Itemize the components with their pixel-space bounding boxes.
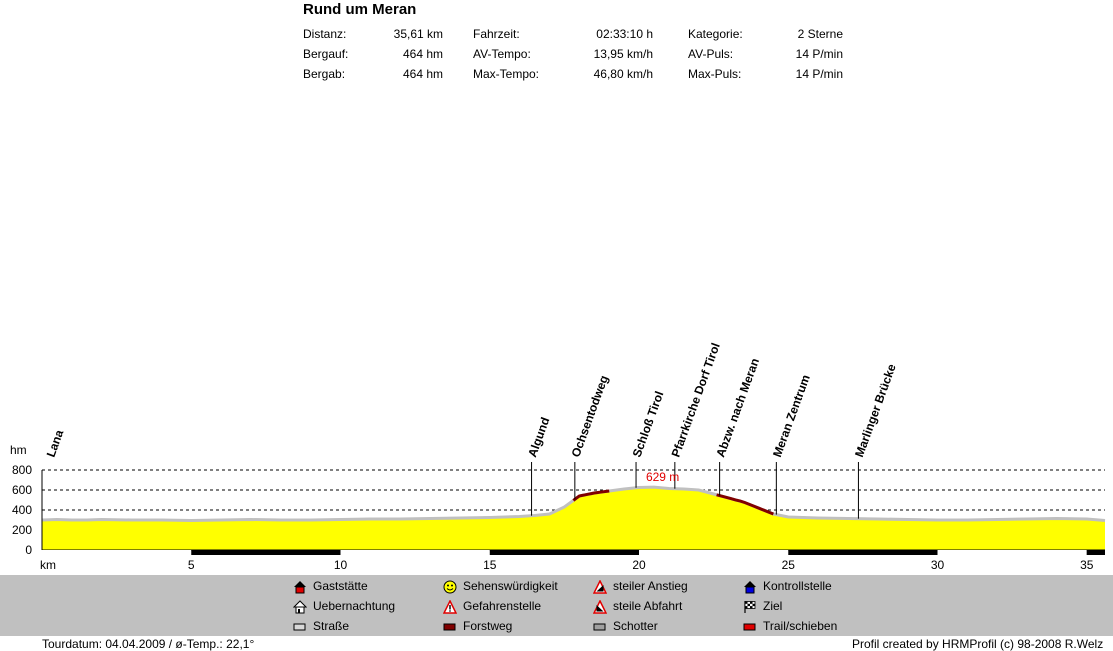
waypoint-label: Marlinger Brücke — [852, 362, 899, 459]
stat-value-ascent: 464 hm — [402, 47, 443, 61]
stat-value-descent: 464 hm — [402, 67, 443, 81]
x-tick-label: 5 — [188, 558, 195, 572]
y-tick-label: 600 — [12, 483, 32, 497]
scale-bar-segment — [639, 550, 789, 555]
waypoint-label: Schloß Tirol — [630, 389, 667, 459]
legend-label-finish: Ziel — [763, 599, 783, 613]
stat-label-avg-speed: AV-Tempo: — [473, 47, 531, 61]
y-tick-label: 200 — [12, 523, 32, 537]
y-tick-label: 400 — [12, 503, 32, 517]
legend-label-lodging: Uebernachtung — [313, 599, 396, 613]
legend-label-checkpoint: Kontrollstelle — [763, 579, 832, 593]
legend-label-forest-road: Forstweg — [463, 619, 513, 633]
elevation-profile-chart: Lana Algund Ochsentodweg Schloß Tirol Pfarrk… — [10, 341, 1106, 572]
restaurant-icon — [294, 581, 306, 594]
stat-label-descent: Bergab: — [303, 67, 346, 81]
elevation-area — [42, 487, 1105, 550]
waypoint-label: Algund — [525, 415, 552, 459]
x-tick-label: 35 — [1080, 558, 1094, 572]
danger-icon — [443, 600, 457, 614]
tour-date-temperature: Tourdatum: 04.04.2009 / ø-Temp.: 22,1° — [42, 637, 255, 651]
stat-value-category: 2 Sterne — [797, 27, 843, 41]
scale-bar-segment — [489, 550, 640, 555]
x-tick-label: 30 — [931, 558, 945, 572]
forest-road-icon — [443, 623, 456, 631]
x-tick-label: 20 — [632, 558, 646, 572]
stat-label-avg-pulse: AV-Puls: — [688, 47, 734, 61]
stat-label-max-pulse: Max-Puls: — [688, 67, 742, 81]
x-tick-labels: 5 10 15 20 25 30 35 — [188, 558, 1094, 572]
stat-label-ascent: Bergauf: — [303, 47, 349, 61]
profile-credit: Profil created by HRMProfil (c) 98-2008 … — [852, 637, 1104, 651]
checkpoint-icon — [744, 581, 756, 594]
stat-value-avg-pulse: 14 P/min — [795, 47, 843, 61]
stat-label-max-speed: Max-Tempo: — [473, 67, 540, 81]
stat-value-distance: 35,61 km — [393, 27, 443, 41]
y-tick-labels: 0 200 400 600 800 — [12, 463, 32, 557]
stat-label-distance: Distanz: — [303, 27, 347, 41]
waypoint-label: Abzw. nach Meran — [713, 356, 762, 459]
trail-icon — [743, 623, 756, 631]
scale-bar-segment — [937, 550, 1087, 555]
y-tick-label: 0 — [25, 543, 32, 557]
scale-bar-segment — [788, 550, 938, 555]
legend-label-danger: Gefahrenstelle — [463, 599, 542, 613]
scale-bar-segment — [42, 550, 192, 555]
tour-title: Rund um Meran — [303, 1, 417, 18]
stat-label-category: Kategorie: — [688, 27, 743, 41]
legend-label-road: Straße — [313, 619, 350, 633]
legend-label-steep-descent: steile Abfahrt — [613, 599, 683, 613]
y-tick-label: 800 — [12, 463, 32, 477]
legend-label-sight: Sehenswürdigkeit — [463, 579, 558, 593]
x-tick-label: 25 — [782, 558, 796, 572]
stat-value-ride-time: 02:33:10 h — [596, 27, 653, 41]
steep-climb-icon — [593, 580, 607, 594]
forest-road-segment — [716, 493, 774, 516]
x-tick-label: 10 — [334, 558, 348, 572]
waypoint-label: Pfarrkirche Dorf Tirol — [669, 341, 723, 459]
legend-label-trail: Trail/schieben — [763, 619, 838, 633]
scale-bar-segment — [191, 550, 341, 555]
scale-bar-segment — [340, 550, 490, 555]
lodging-icon — [293, 600, 307, 614]
track-segments — [572, 489, 774, 516]
stat-value-avg-speed: 13,95 km/h — [593, 47, 653, 61]
x-tick-label: 15 — [483, 558, 497, 572]
legend-panel — [0, 575, 1113, 636]
gravel-icon — [593, 623, 606, 631]
road-surface-icon — [293, 623, 306, 631]
km-scale-bar — [42, 550, 1105, 555]
sight-smiley-icon — [443, 580, 457, 594]
stat-value-max-speed: 46,80 km/h — [593, 67, 653, 81]
waypoint-label: Ochsentodweg — [569, 373, 612, 459]
forest-road-segment — [572, 489, 610, 502]
waypoint-label: Lana — [44, 428, 67, 459]
stat-value-max-pulse: 14 P/min — [795, 67, 843, 81]
max-elevation-label: 629 m — [646, 470, 679, 484]
finish-flag-icon — [744, 601, 756, 613]
x-axis-label: km — [40, 558, 56, 572]
scale-bar-segment — [1086, 550, 1105, 555]
steep-descent-icon — [593, 600, 607, 614]
legend-label-restaurant: Gaststätte — [313, 579, 368, 593]
legend-label-gravel: Schotter — [613, 619, 658, 633]
legend-label-steep-climb: steiler Anstieg — [613, 579, 688, 593]
stat-label-ride-time: Fahrzeit: — [473, 27, 520, 41]
waypoints: Lana Algund Ochsentodweg Schloß Tirol Pfarrk… — [44, 341, 899, 519]
y-axis-label: hm — [10, 443, 27, 457]
waypoint-label: Meran Zentrum — [770, 373, 813, 459]
